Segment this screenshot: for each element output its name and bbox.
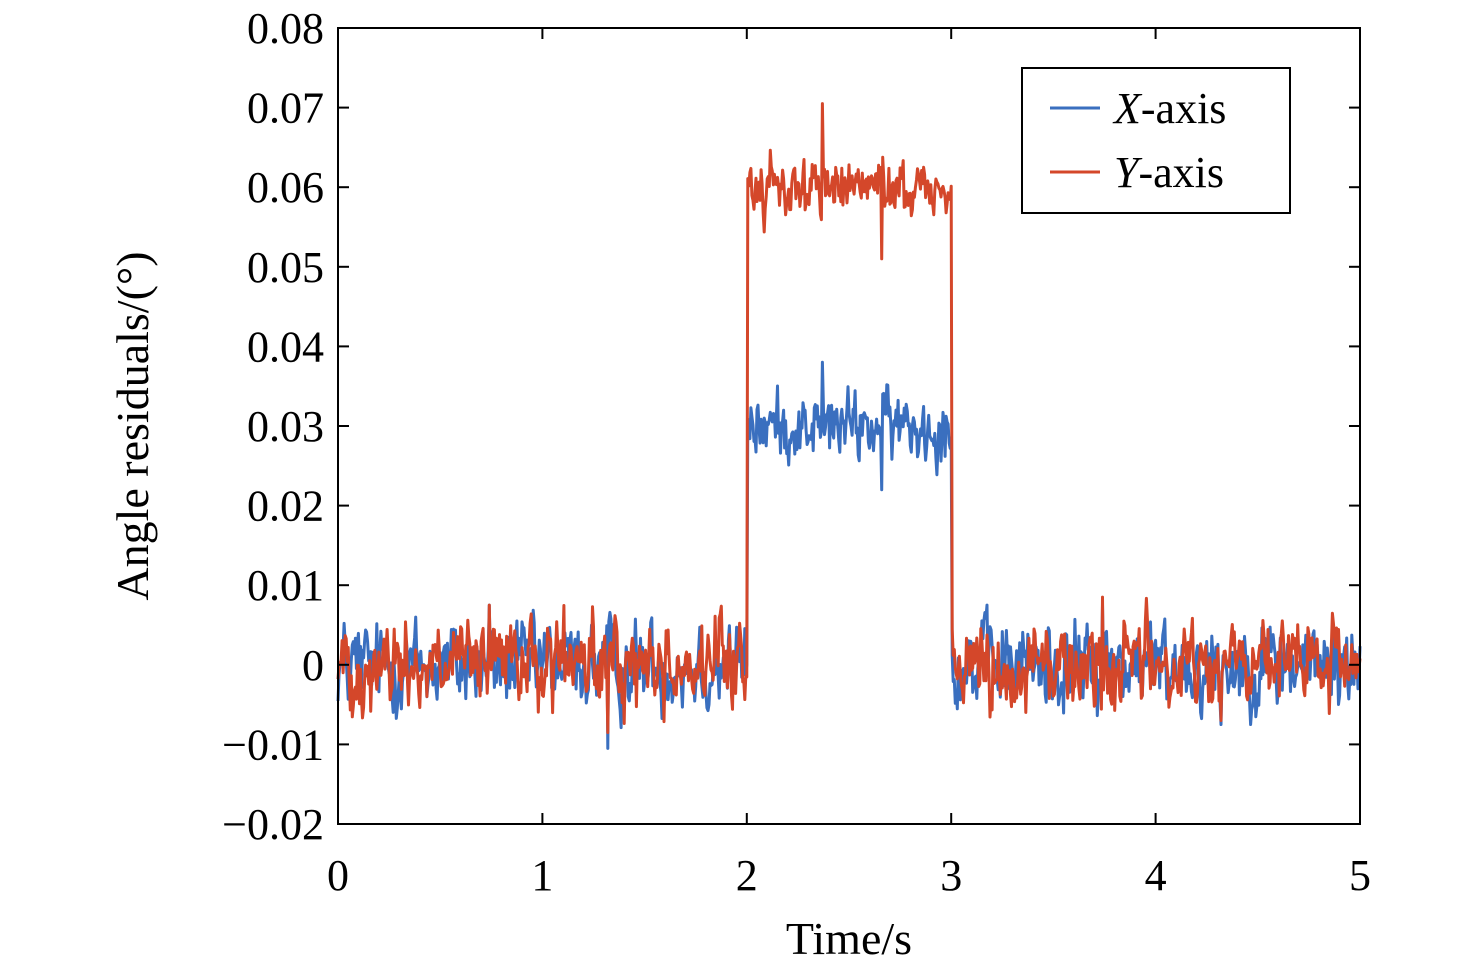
- y-tick-label: 0.01: [247, 561, 324, 610]
- y-tick-label: 0.06: [247, 163, 324, 212]
- y-tick-label: −0.01: [222, 720, 324, 769]
- y-tick-label: 0.07: [247, 84, 324, 133]
- y-tick-label: 0.02: [247, 482, 324, 531]
- legend-label-axis-letter: X: [1112, 84, 1143, 133]
- series-line-x-axis: [336, 360, 1362, 750]
- x-tick-labels: 0 1 2 3 4 5: [327, 851, 1371, 900]
- legend-label-suffix: -axis: [1141, 84, 1227, 133]
- y-tick-label: 0.08: [247, 4, 324, 53]
- y-tick-label: −0.02: [222, 800, 324, 849]
- series-line-y-axis: [336, 102, 1362, 734]
- legend-box: [1021, 67, 1291, 214]
- x-tick-label: 0: [327, 851, 349, 900]
- y-tick-label: 0.03: [247, 402, 324, 451]
- legend-label: Y-axis: [1114, 148, 1224, 197]
- x-tick-label: 5: [1349, 851, 1371, 900]
- x-tick-label: 4: [1145, 851, 1167, 900]
- y-tick-label: 0: [302, 641, 324, 690]
- legend-label: X-axis: [1112, 84, 1226, 133]
- y-tick-label: 0.05: [247, 243, 324, 292]
- series-layer: [336, 102, 1362, 750]
- x-tick-label: 2: [736, 851, 758, 900]
- legend-label-axis-letter: Y: [1114, 148, 1143, 197]
- y-tick-label: 0.04: [247, 322, 324, 371]
- y-tick-labels: −0.02 −0.01 0 0.01 0.02 0.03 0.04 0.05 0.06 0.07 0…: [222, 4, 324, 849]
- y-axis-title: Angle residuals/(°): [107, 251, 158, 600]
- x-axis-title: Time/s: [786, 913, 912, 964]
- ticks-layer: [337, 27, 1361, 825]
- x-tick-label: 1: [531, 851, 553, 900]
- legend-label-suffix: -axis: [1138, 148, 1224, 197]
- x-tick-label: 3: [940, 851, 962, 900]
